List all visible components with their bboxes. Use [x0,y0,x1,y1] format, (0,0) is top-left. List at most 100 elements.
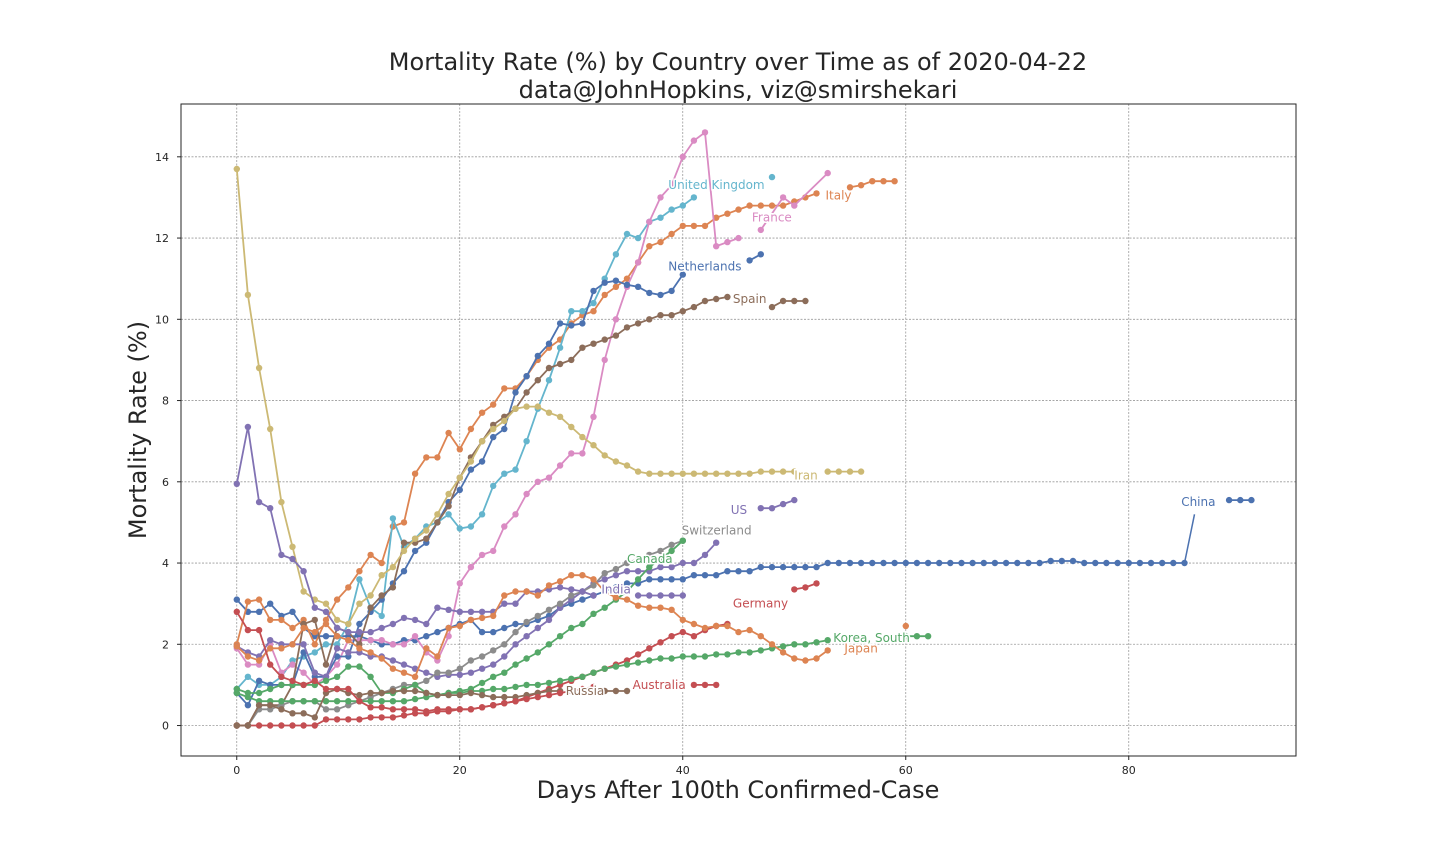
france-point [501,523,508,530]
y-tick-label: 6 [162,476,169,489]
france-point [657,194,664,201]
united-kingdom-point [568,308,575,315]
china-point [735,568,742,575]
switzerland-point [434,669,441,676]
label-canada: Canada [627,552,673,566]
united-kingdom-point [590,299,597,307]
japan-point [345,637,352,644]
canada-point [523,655,530,662]
korea-south-point [601,665,608,672]
spain-point [701,297,709,305]
india-point [456,608,463,615]
france-point [679,153,686,160]
iran-point [612,458,620,465]
united-kingdom-point [657,214,664,221]
india-point [389,620,397,628]
label-iran: Iran [794,469,817,483]
china-label-connector [1183,514,1196,564]
australia-point [501,700,508,707]
japan-point [668,606,675,613]
china-tail-point [1248,496,1255,504]
italy-point [612,283,620,290]
netherlands-point [601,279,608,286]
japan-point [255,657,263,664]
iran-point [512,405,519,412]
japan-point [423,645,430,652]
iran-point [501,417,508,425]
canada-point [668,547,675,555]
france-point [724,238,731,246]
italy-point [779,202,787,209]
iran-point [478,438,486,445]
y-tick-label: 4 [162,557,169,570]
iran-point [378,572,385,579]
united-kingdom-point [311,649,318,656]
iran-point [668,470,675,477]
spain-point [634,320,642,327]
switzerland-point [545,606,553,613]
italy-tail-point [880,178,887,185]
france-point [445,633,452,640]
iran-point [623,462,631,469]
y-tick-label: 10 [155,313,169,326]
switzerland-point [534,612,541,620]
china-point [255,608,263,615]
australia-point [456,706,463,713]
netherlands-point [411,547,419,555]
china-point [701,572,709,579]
series-japan [233,572,909,680]
korea-south-point [668,655,675,662]
korea-south-point [534,681,541,689]
iran-point [579,433,586,441]
australia-point [233,608,240,615]
china-point [490,628,497,636]
switzerland-point [601,570,608,577]
iran-point [590,442,597,449]
united-kingdom-tail-point [768,173,776,181]
japan-point [367,649,374,656]
korea-south-point [400,698,408,705]
russia-point [233,722,240,729]
japan-point [634,602,642,609]
germany-tail-point [813,580,820,587]
france-point [490,547,497,555]
italy-point [679,222,686,230]
spain-point [534,377,541,384]
united-kingdom-point [512,466,519,473]
italy-point [255,596,263,603]
us-point [534,624,541,632]
us-point [333,645,341,652]
label-india: India [601,582,630,596]
china-point [936,559,943,567]
us-point [311,669,318,676]
series-spain [233,293,809,729]
russia-point [445,691,452,699]
russia-point [311,714,318,721]
netherlands-point [623,281,631,288]
china-point [579,596,586,603]
us-point [612,572,620,579]
japan-point [289,641,296,648]
japan-point [378,655,385,662]
china-point [958,559,965,567]
india-point [501,600,508,607]
australia-point [255,626,263,634]
russia-point [255,702,263,709]
spain-tail-point [779,297,787,305]
label-netherlands: Netherlands [668,260,741,274]
australia-point [445,706,452,713]
china-point [1058,557,1066,565]
india-point [255,498,263,506]
france-point [713,243,720,250]
china-point [322,633,330,640]
korea-south-point [746,649,753,656]
india-point [345,628,352,636]
italy-tail-point [891,178,898,185]
iran-point [467,458,475,465]
united-kingdom-point [612,251,620,258]
australia-point [490,702,497,709]
france-point [646,218,653,225]
korea-south-point [612,663,620,670]
china-point [902,559,909,567]
italy-point [490,401,497,408]
